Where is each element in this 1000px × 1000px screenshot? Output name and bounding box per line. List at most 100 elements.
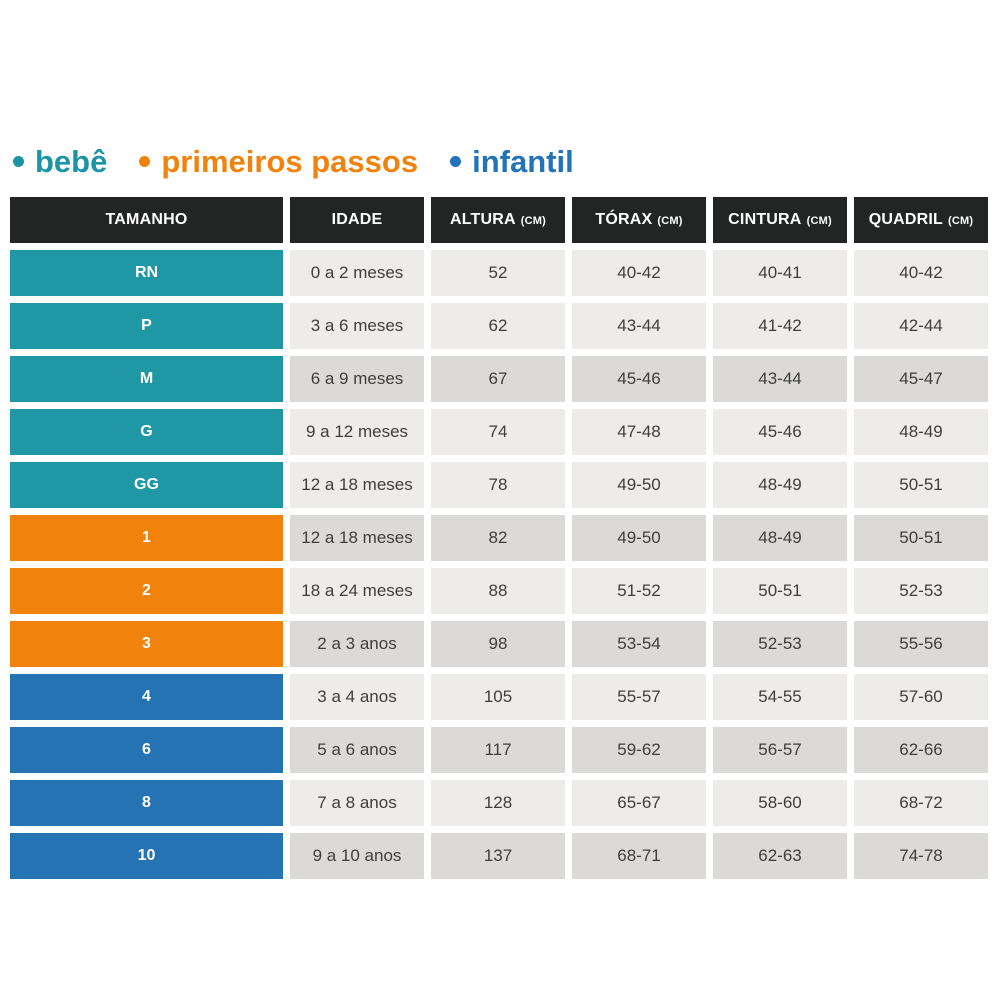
header-tamanho: TAMANHO	[10, 197, 283, 243]
size-cell: G	[10, 409, 283, 455]
torax-cell: 68-71	[572, 833, 706, 879]
cintura-cell: 48-49	[713, 462, 847, 508]
quadril-cell: 50-51	[854, 515, 988, 561]
header-unit: (CM)	[657, 215, 683, 227]
header-label: IDADE	[331, 211, 383, 228]
cintura-cell: 54-55	[713, 674, 847, 720]
cintura-cell: 56-57	[713, 727, 847, 773]
quadril-cell: 50-51	[854, 462, 988, 508]
cintura-cell: 50-51	[713, 568, 847, 614]
header-unit: (CM)	[948, 215, 974, 227]
size-cell: P	[10, 303, 283, 349]
idade-cell: 9 a 10 anos	[290, 833, 424, 879]
torax-cell: 40-42	[572, 250, 706, 296]
torax-cell: 45-46	[572, 356, 706, 402]
size-cell: 2	[10, 568, 283, 614]
table-row: 10 9 a 10 anos 137 68-71 62-63 74-78	[10, 833, 988, 879]
torax-cell: 49-50	[572, 462, 706, 508]
idade-cell: 18 a 24 meses	[290, 568, 424, 614]
altura-cell: 62	[431, 303, 565, 349]
header-cintura: CINTURA (CM)	[713, 197, 847, 243]
table-header-row: TAMANHO IDADE ALTURA (CM) TÓRAX (CM) CIN…	[10, 197, 988, 243]
header-unit: (CM)	[806, 215, 832, 227]
cintura-cell: 58-60	[713, 780, 847, 826]
legend-item: primeiros passos	[139, 146, 418, 177]
table-row: RN 0 a 2 meses 52 40-42 40-41 40-42	[10, 250, 988, 296]
header-altura: ALTURA (CM)	[431, 197, 565, 243]
header-idade: IDADE	[290, 197, 424, 243]
cintura-cell: 41-42	[713, 303, 847, 349]
cintura-cell: 52-53	[713, 621, 847, 667]
altura-cell: 88	[431, 568, 565, 614]
torax-cell: 43-44	[572, 303, 706, 349]
cintura-cell: 40-41	[713, 250, 847, 296]
altura-cell: 117	[431, 727, 565, 773]
size-cell: 10	[10, 833, 283, 879]
torax-cell: 53-54	[572, 621, 706, 667]
size-table: TAMANHO IDADE ALTURA (CM) TÓRAX (CM) CIN…	[10, 197, 988, 886]
idade-cell: 3 a 4 anos	[290, 674, 424, 720]
torax-cell: 55-57	[572, 674, 706, 720]
bullet-icon	[139, 156, 151, 167]
quadril-cell: 74-78	[854, 833, 988, 879]
torax-cell: 47-48	[572, 409, 706, 455]
header-unit: (CM)	[520, 215, 546, 227]
quadril-cell: 40-42	[854, 250, 988, 296]
size-cell: GG	[10, 462, 283, 508]
quadril-cell: 42-44	[854, 303, 988, 349]
quadril-cell: 48-49	[854, 409, 988, 455]
cintura-cell: 62-63	[713, 833, 847, 879]
size-cell: 3	[10, 621, 283, 667]
header-label: ALTURA	[449, 211, 516, 228]
idade-cell: 7 a 8 anos	[290, 780, 424, 826]
idade-cell: 12 a 18 meses	[290, 462, 424, 508]
altura-cell: 78	[431, 462, 565, 508]
legend-label-primeiros-passos: primeiros passos	[161, 144, 419, 179]
header-torax: TÓRAX (CM)	[572, 197, 706, 243]
header-label: CINTURA	[728, 211, 802, 228]
bullet-icon	[450, 156, 462, 167]
legend-label-infantil: infantil	[472, 144, 574, 179]
legend-item: bebê	[13, 146, 107, 177]
size-cell: 1	[10, 515, 283, 561]
torax-cell: 49-50	[572, 515, 706, 561]
idade-cell: 9 a 12 meses	[290, 409, 424, 455]
torax-cell: 65-67	[572, 780, 706, 826]
altura-cell: 67	[431, 356, 565, 402]
altura-cell: 105	[431, 674, 565, 720]
header-quadril: QUADRIL (CM)	[854, 197, 988, 243]
quadril-cell: 57-60	[854, 674, 988, 720]
altura-cell: 128	[431, 780, 565, 826]
quadril-cell: 68-72	[854, 780, 988, 826]
altura-cell: 98	[431, 621, 565, 667]
quadril-cell: 62-66	[854, 727, 988, 773]
size-cell: 4	[10, 674, 283, 720]
size-cell: 8	[10, 780, 283, 826]
altura-cell: 82	[431, 515, 565, 561]
table-row: GG 12 a 18 meses 78 49-50 48-49 50-51	[10, 462, 988, 508]
header-label: TAMANHO	[105, 211, 188, 228]
size-cell: RN	[10, 250, 283, 296]
quadril-cell: 52-53	[854, 568, 988, 614]
cintura-cell: 43-44	[713, 356, 847, 402]
table-row: 1 12 a 18 meses 82 49-50 48-49 50-51	[10, 515, 988, 561]
idade-cell: 5 a 6 anos	[290, 727, 424, 773]
altura-cell: 52	[431, 250, 565, 296]
legend-label-bebe: bebê	[35, 144, 108, 179]
header-label: TÓRAX	[595, 211, 653, 228]
idade-cell: 2 a 3 anos	[290, 621, 424, 667]
torax-cell: 59-62	[572, 727, 706, 773]
size-cell: 6	[10, 727, 283, 773]
size-cell: M	[10, 356, 283, 402]
torax-cell: 51-52	[572, 568, 706, 614]
quadril-cell: 55-56	[854, 621, 988, 667]
idade-cell: 6 a 9 meses	[290, 356, 424, 402]
